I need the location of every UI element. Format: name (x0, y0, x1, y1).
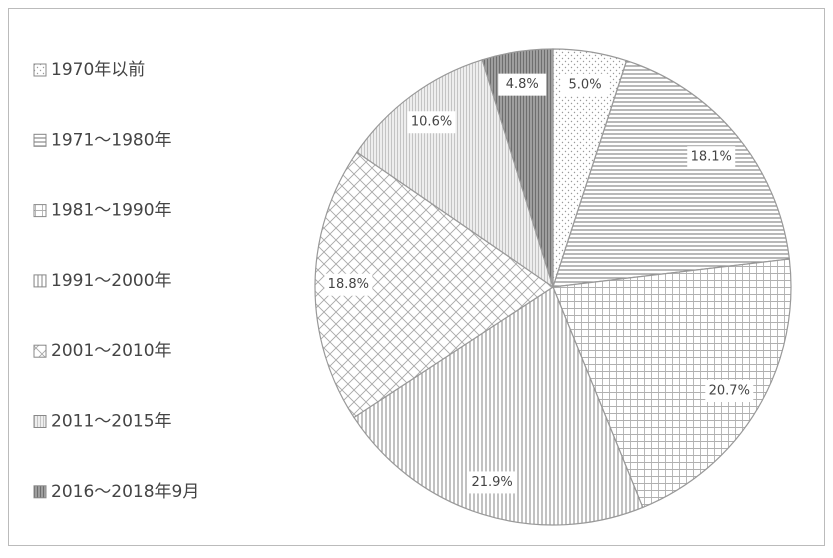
data-label: 5.0% (569, 77, 602, 92)
legend-label: 2011～2015年 (51, 412, 172, 432)
pie-slice (552, 258, 792, 509)
pie-slice (356, 59, 555, 289)
label-bg (705, 380, 754, 403)
legend-swatch (33, 415, 47, 428)
data-label: 20.7% (709, 384, 750, 399)
data-label: 21.9% (471, 475, 512, 490)
data-label: 10.6% (411, 115, 452, 130)
legend-swatch (33, 344, 47, 358)
legend-swatch (33, 63, 47, 77)
legend-label: 2001～2010年 (51, 341, 172, 361)
pie-slice (314, 151, 555, 419)
label-bg (407, 111, 456, 134)
legend-label: 1991～2000年 (51, 271, 172, 291)
legend-swatch (33, 204, 47, 218)
label-bg (687, 146, 736, 169)
label-bg (561, 73, 610, 96)
data-label: 18.8% (328, 277, 369, 292)
legend-swatch (33, 274, 47, 288)
legend-swatch (33, 133, 47, 147)
pie-slice (353, 286, 644, 526)
label-bg (498, 73, 547, 96)
data-label: 18.1% (691, 150, 732, 165)
label-bg (468, 471, 517, 494)
legend-label: 1970年以前 (51, 60, 145, 80)
pie-slice (481, 48, 554, 288)
data-label: 4.8% (506, 77, 539, 92)
legend-swatch (33, 485, 47, 499)
legend-label: 2016～2018年9月 (51, 482, 199, 502)
pie-slice (552, 59, 791, 288)
label-bg (324, 273, 373, 296)
legend-label: 1971～1980年 (51, 130, 172, 150)
legend-label: 1981～1990年 (51, 201, 172, 221)
